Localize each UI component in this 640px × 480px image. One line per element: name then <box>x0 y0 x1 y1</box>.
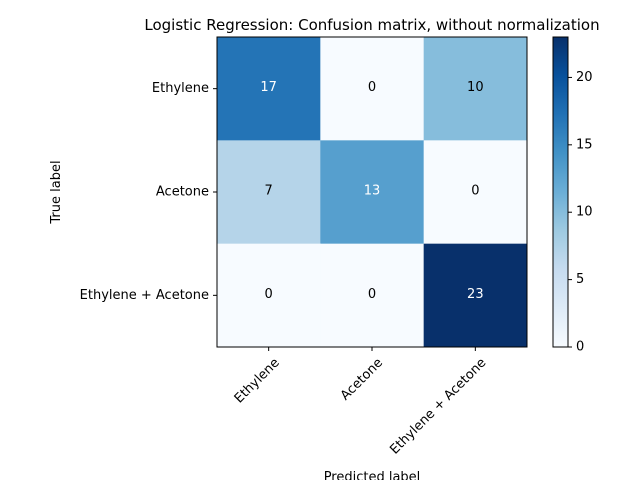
heatmap-cell <box>217 37 321 141</box>
cell-value-label: 17 <box>260 80 277 95</box>
x-axis-ticks: Ethylene Acetone Ethylene + Acetone <box>232 347 489 458</box>
y-axis-label: True label <box>49 160 64 224</box>
heatmap-cell <box>320 243 425 348</box>
heatmap-cell <box>423 140 528 245</box>
colorbar-tick-label: 20 <box>576 70 593 85</box>
heatmap-cells <box>217 37 528 348</box>
y-tick-label: Acetone <box>156 185 209 200</box>
colorbar-tick-label: 10 <box>576 205 593 220</box>
cell-value-label: 10 <box>467 80 484 95</box>
cell-value-label: 0 <box>265 287 273 302</box>
cell-value-label: 7 <box>265 184 273 199</box>
colorbar-ticks: 0 5 10 15 20 <box>568 70 593 355</box>
y-tick-label: Ethylene <box>152 81 209 96</box>
colorbar-tick-label: 0 <box>576 340 584 355</box>
heatmap-cell <box>423 37 528 141</box>
y-tick-label: Ethylene + Acetone <box>80 288 209 303</box>
colorbar: 0 5 10 15 20 <box>552 36 593 355</box>
cell-value-label: 0 <box>368 80 376 95</box>
colorbar-tick-label: 15 <box>576 137 593 152</box>
x-tick-label: Ethylene <box>232 355 283 406</box>
heatmap-cell <box>217 140 321 245</box>
y-axis-ticks: Ethylene Acetone Ethylene + Acetone <box>80 81 217 303</box>
x-tick-label: Ethylene + Acetone <box>387 355 489 457</box>
heatmap-cell-labels: 17 0 10 7 13 0 0 0 23 <box>260 80 483 302</box>
x-tick-label: Acetone <box>338 355 386 403</box>
heatmap-cell <box>423 243 528 348</box>
heatmap-cell <box>217 243 321 348</box>
x-axis-label: Predicted label <box>324 470 421 480</box>
cell-value-label: 23 <box>467 287 484 302</box>
colorbar-gradient <box>552 36 569 348</box>
heatmap-cell <box>320 37 425 141</box>
cell-value-label: 0 <box>471 184 479 199</box>
heatmap-cell <box>320 140 425 245</box>
chart-title: Logistic Regression: Confusion matrix, w… <box>144 16 599 34</box>
cell-value-label: 0 <box>368 287 376 302</box>
cell-value-label: 13 <box>364 184 381 199</box>
colorbar-tick-label: 5 <box>576 272 584 287</box>
